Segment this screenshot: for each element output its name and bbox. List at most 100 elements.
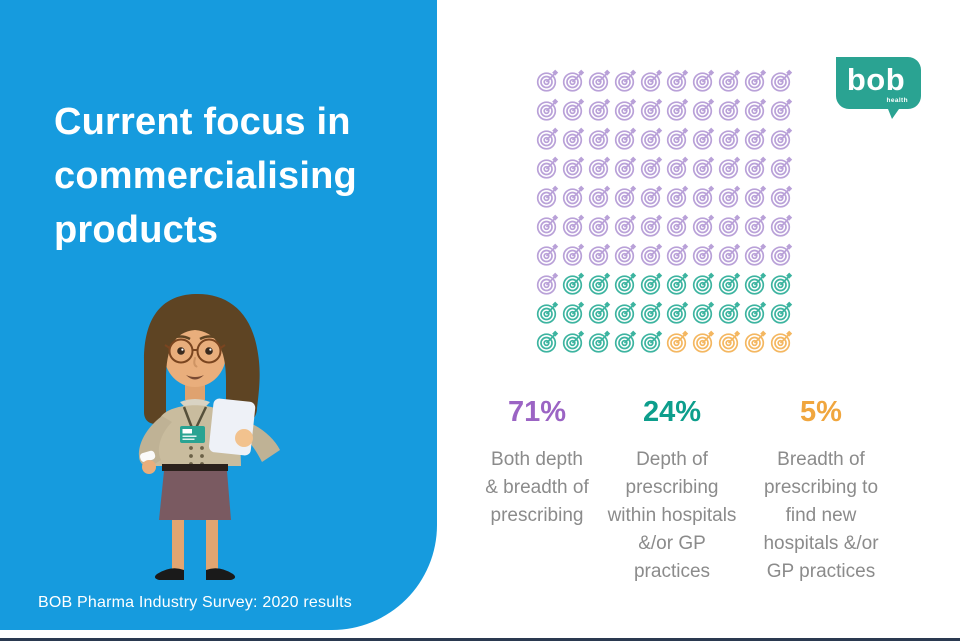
target-icon — [588, 181, 614, 210]
target-icon — [562, 152, 588, 181]
target-icon — [666, 268, 692, 297]
target-icon — [614, 210, 640, 239]
target-icon — [718, 181, 744, 210]
presenter-illustration — [138, 293, 280, 580]
target-icon — [536, 65, 562, 94]
clipboard — [208, 398, 256, 456]
target-icon — [640, 152, 666, 181]
target-icon — [588, 326, 614, 355]
target-icon — [588, 268, 614, 297]
person-skirt — [159, 471, 231, 520]
target-icon — [588, 152, 614, 181]
target-icon — [614, 297, 640, 326]
target-icon — [640, 181, 666, 210]
target-icon — [640, 210, 666, 239]
target-icon — [666, 210, 692, 239]
survey-source-note: BOB Pharma Industry Survey: 2020 results — [38, 594, 352, 611]
target-icon — [692, 210, 718, 239]
target-icon — [614, 152, 640, 181]
target-icon — [536, 326, 562, 355]
target-icon — [718, 65, 744, 94]
target-icon — [640, 239, 666, 268]
target-icon — [562, 94, 588, 123]
left-panel: Current focus in commercialising product… — [0, 0, 437, 630]
target-icon — [692, 123, 718, 152]
target-icon — [562, 268, 588, 297]
target-icon — [770, 152, 796, 181]
target-icon — [770, 210, 796, 239]
target-icon — [666, 239, 692, 268]
logo-wordmark: bob — [846, 62, 906, 97]
target-icon — [666, 297, 692, 326]
person-mouth — [186, 375, 204, 380]
target-icon — [718, 152, 744, 181]
target-icon — [718, 94, 744, 123]
target-icon — [770, 123, 796, 152]
target-icon — [614, 65, 640, 94]
target-icon — [666, 181, 692, 210]
person-hair — [144, 293, 260, 424]
target-icon — [614, 268, 640, 297]
target-icon — [692, 94, 718, 123]
target-icon — [744, 210, 770, 239]
target-icon — [562, 65, 588, 94]
target-icon — [562, 326, 588, 355]
target-icon — [718, 297, 744, 326]
target-icon — [744, 326, 770, 355]
target-icon — [536, 297, 562, 326]
target-icon — [770, 268, 796, 297]
target-icon — [536, 268, 562, 297]
person-hand — [235, 429, 253, 447]
target-icon — [744, 65, 770, 94]
stat-label: Both depth & breadth of prescribing — [485, 449, 589, 527]
target-icon — [692, 65, 718, 94]
target-icon — [640, 65, 666, 94]
target-icon — [744, 123, 770, 152]
target-icon — [744, 181, 770, 210]
target-icon — [692, 268, 718, 297]
target-icon — [666, 326, 692, 355]
target-icon — [614, 94, 640, 123]
target-icon — [692, 152, 718, 181]
target-icon — [718, 239, 744, 268]
target-icon — [692, 181, 718, 210]
target-icon — [588, 239, 614, 268]
target-icon — [588, 210, 614, 239]
target-icon — [744, 152, 770, 181]
stat-value: 5% — [800, 396, 842, 428]
target-icon — [614, 239, 640, 268]
target-icon — [562, 239, 588, 268]
target-icon — [562, 210, 588, 239]
target-icon — [614, 123, 640, 152]
target-icon — [692, 239, 718, 268]
target-icon — [640, 297, 666, 326]
target-icon — [562, 181, 588, 210]
stat-depth-prescribing: 24% Depth of prescribing within hospital… — [593, 396, 751, 586]
bottom-border — [0, 638, 960, 641]
speech-bubble-icon — [836, 57, 921, 119]
target-icon — [588, 94, 614, 123]
pictogram-grid — [536, 65, 796, 355]
target-icon — [536, 239, 562, 268]
target-icon — [744, 239, 770, 268]
target-icon — [718, 326, 744, 355]
target-icon — [640, 123, 666, 152]
target-icon — [770, 239, 796, 268]
target-icon — [640, 326, 666, 355]
target-icon — [770, 326, 796, 355]
target-icon — [666, 123, 692, 152]
target-icon — [666, 152, 692, 181]
target-icon — [536, 181, 562, 210]
target-icon — [666, 65, 692, 94]
target-icon — [718, 123, 744, 152]
target-icon — [614, 181, 640, 210]
target-icon — [692, 326, 718, 355]
target-icon — [536, 94, 562, 123]
stat-value: 71% — [507, 396, 567, 428]
stat-value: 24% — [642, 396, 702, 428]
target-icon — [770, 94, 796, 123]
target-icon — [640, 94, 666, 123]
page-title: Current focus in commercialising product… — [54, 101, 357, 251]
target-icon — [744, 297, 770, 326]
